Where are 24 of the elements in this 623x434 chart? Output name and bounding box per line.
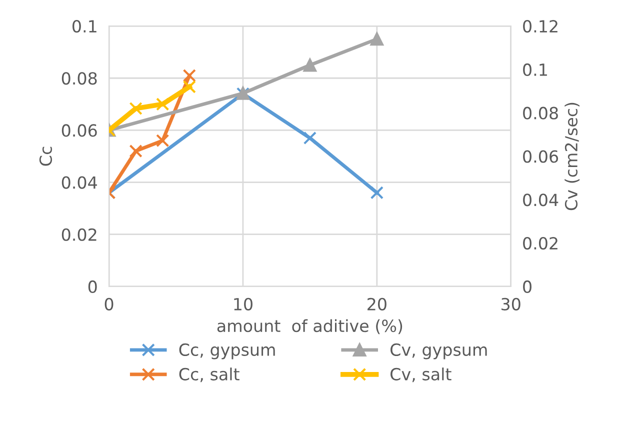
y2-tick-label: 0.08 xyxy=(523,106,558,120)
y-tick-label: 0 xyxy=(88,280,97,294)
y-tick-label: 0.08 xyxy=(62,72,97,85)
y-axis-title: Cc xyxy=(39,146,52,166)
y2-tick-label: 0.02 xyxy=(523,237,558,250)
x-tick-label: 10 xyxy=(234,298,252,310)
legend-label: Cc, gypsum xyxy=(179,343,275,360)
y2-tick-label: 0.06 xyxy=(523,150,558,163)
x-tick-label: 0 xyxy=(104,298,114,310)
legend-label: Cv, gypsum xyxy=(390,343,487,360)
y2-tick-label: 0.1 xyxy=(523,63,547,76)
y2-axis-title: Cv (cm2/sec) xyxy=(564,102,580,210)
y-tick-label: 0.04 xyxy=(62,176,97,189)
y-tick-label: 0.02 xyxy=(62,228,96,241)
y2-tick-label: 0.12 xyxy=(523,20,558,33)
y-tick-label: 0.1 xyxy=(72,20,96,33)
x-tick-label: 30 xyxy=(502,298,520,310)
y2-tick-label: 0 xyxy=(523,280,532,294)
x-axis-title: amount of aditive (%) xyxy=(217,319,402,334)
legend-label: Cv, salt xyxy=(390,368,452,382)
y2-tick-label: 0.04 xyxy=(523,194,558,206)
y-tick-label: 0.06 xyxy=(62,124,97,137)
legend-label: Cc, salt xyxy=(179,368,240,382)
x-tick-label: 20 xyxy=(368,298,386,310)
